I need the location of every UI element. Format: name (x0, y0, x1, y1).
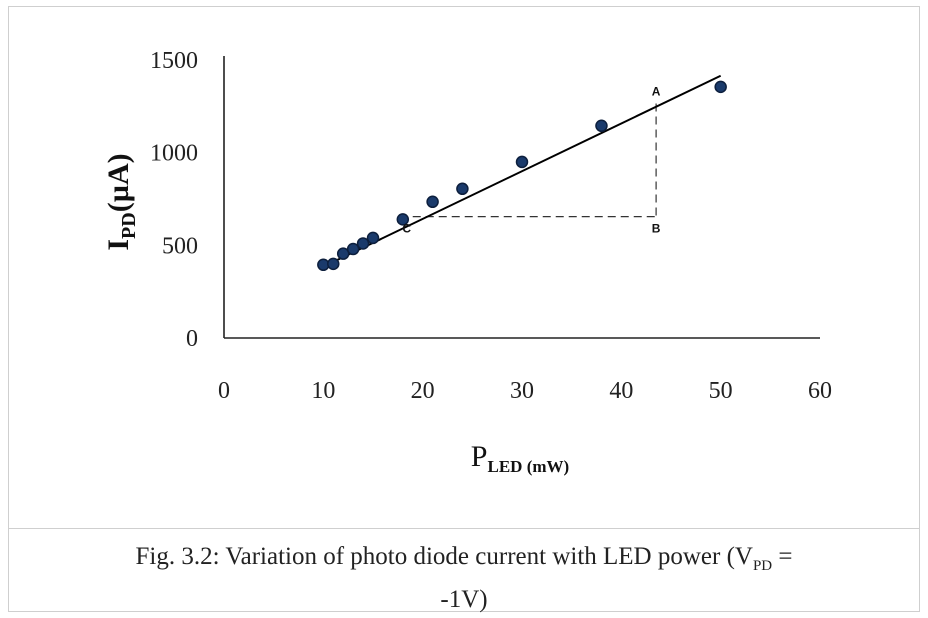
data-point (515, 155, 529, 169)
x-tick-label: 30 (510, 378, 534, 404)
scatter-chart: 0 10 20 30 40 50 60 0 500 1000 1500 A B C IPD(µA) PL… (102, 48, 832, 476)
data-point (595, 119, 608, 133)
y-axis-label: IPD(µA) (102, 153, 140, 250)
data-point (426, 195, 439, 209)
y-tick-label: 0 (186, 326, 198, 352)
data-point (456, 182, 469, 196)
point-label-b: B (652, 222, 661, 236)
x-tick-label: 40 (609, 378, 633, 404)
data-point (346, 242, 360, 256)
y-tick-label: 1500 (150, 48, 198, 74)
x-tick-label: 20 (411, 378, 435, 404)
guide-lines (412, 103, 657, 218)
figure-frame (8, 6, 920, 612)
point-label-c: C (402, 222, 411, 236)
caption-line2: -1V) (440, 586, 488, 613)
data-point (396, 213, 410, 226)
y-tick-label: 500 (162, 233, 198, 259)
x-tick-label: 10 (311, 378, 335, 404)
figure-caption: Fig. 3.2: Variation of photo diode curre… (20, 540, 908, 617)
point-label-a: A (652, 85, 661, 99)
point-annotations: A B C (402, 85, 660, 236)
trendline (322, 74, 722, 268)
chart-area (8, 6, 920, 529)
tick-labels: 0 10 20 30 40 50 60 0 500 1000 1500 (150, 48, 832, 404)
x-tick-label: 0 (218, 378, 230, 404)
data-point (336, 247, 350, 260)
y-tick-label: 1000 (150, 141, 198, 167)
axes (223, 56, 820, 339)
x-axis-label: PLED (mW) (471, 440, 569, 476)
trendline-segment (322, 74, 722, 268)
caption-line1: Fig. 3.2: Variation of photo diode curre… (135, 543, 793, 574)
data-point (356, 237, 370, 250)
data-points (317, 80, 727, 272)
data-point (366, 231, 380, 245)
data-point (327, 257, 340, 271)
y-axis-title: IPD(µA) (102, 153, 140, 250)
x-tick-label: 50 (709, 378, 733, 404)
data-point (714, 80, 727, 94)
x-tick-label: 60 (808, 378, 832, 404)
